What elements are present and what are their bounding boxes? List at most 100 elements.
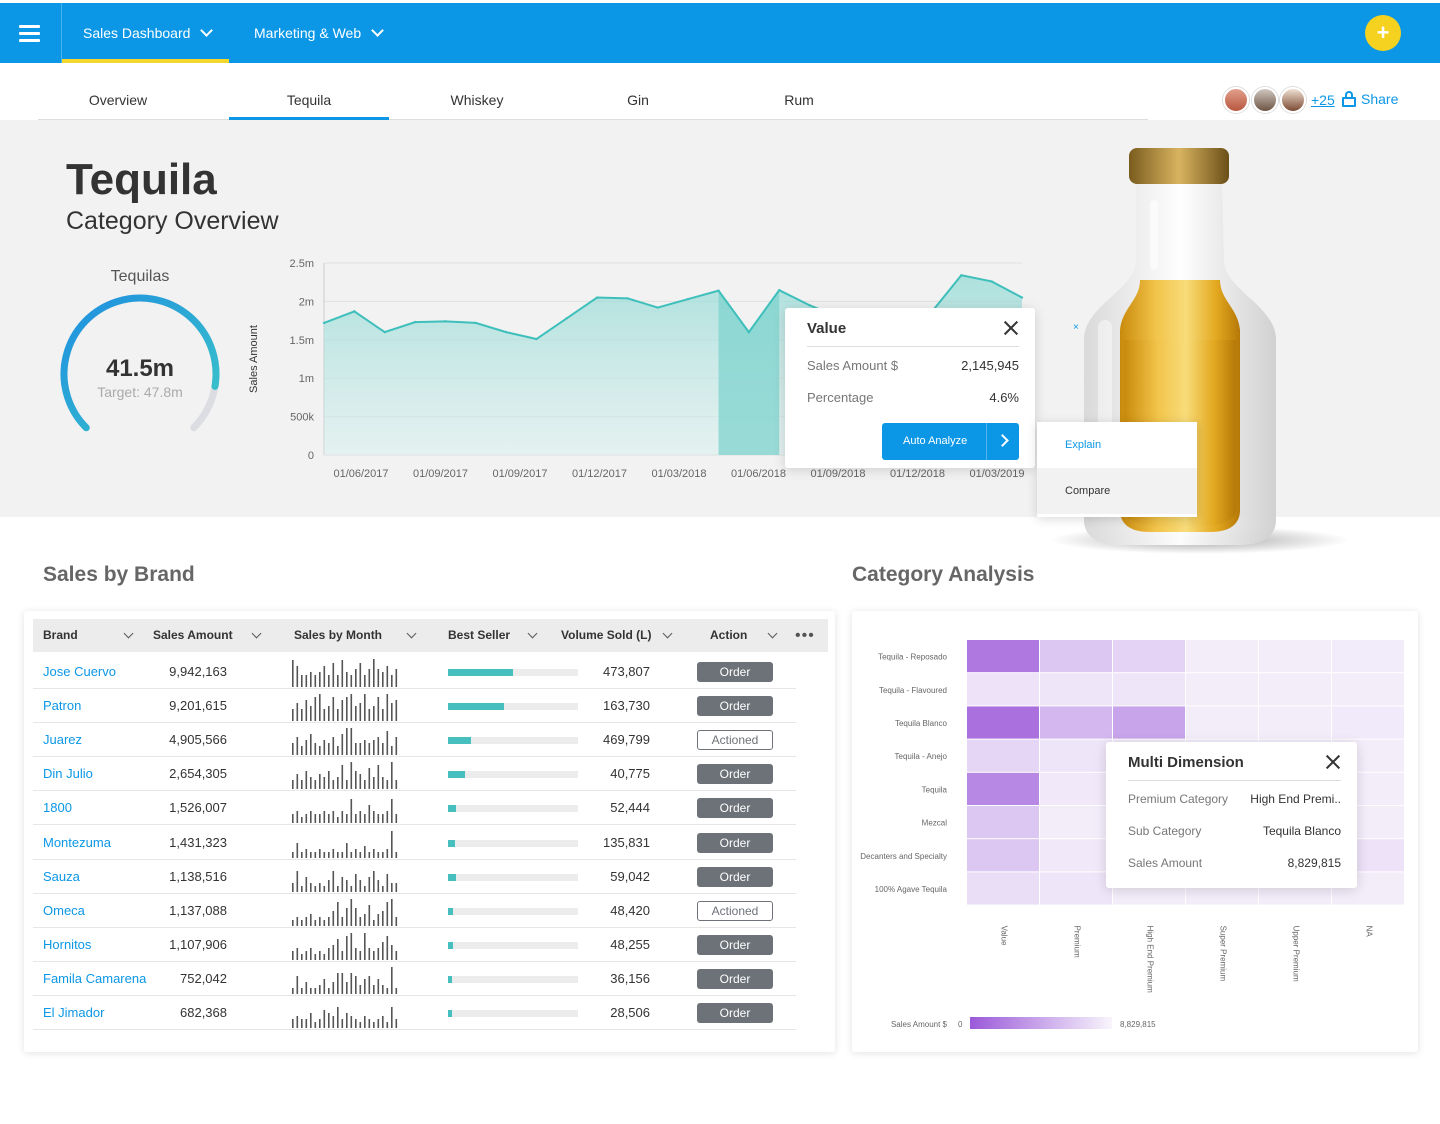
- lock-icon: [1342, 91, 1356, 107]
- sparkline-bar: [292, 851, 294, 858]
- sparkline-bar: [332, 981, 335, 994]
- heatmap-cell: [1186, 673, 1258, 706]
- sparkline-bar: [395, 780, 398, 790]
- tab-whiskey[interactable]: Whiskey: [450, 92, 504, 108]
- divider: [986, 423, 987, 460]
- sparkline-bar: [346, 935, 348, 960]
- heatmap-cell: [1113, 706, 1185, 739]
- order-button[interactable]: Order: [697, 968, 773, 989]
- table-row[interactable]: Famila Camarena 752,042 36,156 Order: [33, 962, 796, 996]
- heatmap-cell: [967, 806, 1039, 839]
- column-header-brand[interactable]: Brand: [43, 619, 143, 652]
- avatar[interactable]: [1280, 87, 1306, 113]
- column-header-action[interactable]: Action: [710, 619, 790, 652]
- actioned-button[interactable]: Actioned: [697, 900, 773, 921]
- column-header-sales-by-month[interactable]: Sales by Month: [294, 619, 424, 652]
- brand-link[interactable]: Sauza: [43, 868, 80, 884]
- avatar[interactable]: [1252, 87, 1278, 113]
- sparkline-bar: [319, 1019, 321, 1028]
- order-button[interactable]: Order: [697, 798, 773, 819]
- sparkline-bar: [346, 780, 348, 790]
- column-header-best-seller[interactable]: Best Seller: [448, 619, 548, 652]
- best-seller-bar: [448, 941, 578, 949]
- best-seller-fill: [448, 873, 456, 881]
- order-button[interactable]: Order: [697, 1003, 773, 1023]
- share-button[interactable]: Share: [1342, 91, 1398, 107]
- table-row[interactable]: Juarez 4,905,566 469,799 Actioned: [33, 723, 796, 758]
- order-button[interactable]: Order: [697, 764, 773, 785]
- sparkline-bar: [346, 981, 348, 994]
- sparkline-bar: [337, 885, 339, 892]
- sparkline-bar: [328, 916, 330, 926]
- heatmap-cell: [1259, 706, 1331, 739]
- sales-amount-cell: 9,201,615: [169, 698, 227, 714]
- table-row[interactable]: Montezuma 1,431,323 135,831 Order: [33, 826, 796, 860]
- tab-tequila[interactable]: Tequila: [229, 80, 389, 120]
- table-row[interactable]: Din Julio 2,654,305 40,775 Order: [33, 757, 796, 792]
- tab-overview[interactable]: Overview: [88, 92, 148, 108]
- sparkline-bar: [341, 876, 344, 892]
- sparkline-bar: [377, 814, 380, 824]
- order-button[interactable]: Order: [697, 696, 773, 717]
- brand-link[interactable]: Montezuma: [43, 834, 111, 850]
- menu-item-explain[interactable]: Explain: [1037, 422, 1197, 468]
- table-row[interactable]: Jose Cuervo 9,942,163 473,807 Order: [33, 655, 796, 689]
- dashboard-tab-sales[interactable]: Sales Dashboard: [62, 3, 229, 63]
- sparkline-bar: [305, 771, 308, 790]
- sparkline-bar: [373, 740, 375, 756]
- table-row[interactable]: 1800 1,526,007 52,444 Order: [33, 791, 796, 826]
- close-icon[interactable]: [1003, 320, 1019, 336]
- column-header-sales-amount[interactable]: Sales Amount: [153, 619, 283, 652]
- tab-gin[interactable]: Gin: [627, 92, 649, 108]
- best-seller-fill: [448, 703, 504, 711]
- order-button[interactable]: Order: [697, 934, 773, 955]
- tooltip-row: Sub Category Tequila Blanco: [1128, 824, 1341, 838]
- brand-link[interactable]: Din Julio: [43, 766, 93, 782]
- brand-link[interactable]: Patron: [43, 698, 82, 714]
- close-icon[interactable]: [1325, 754, 1341, 770]
- sparkline-bar: [319, 672, 321, 687]
- order-button[interactable]: Order: [697, 866, 773, 887]
- brand-link[interactable]: El Jimador: [43, 1005, 105, 1020]
- table-row[interactable]: Patron 9,201,615 163,730 Order: [33, 689, 796, 724]
- order-button[interactable]: Order: [697, 832, 773, 853]
- heatmap-cell: [967, 640, 1039, 673]
- tab-rum[interactable]: Rum: [784, 92, 814, 108]
- brand-link[interactable]: Juarez: [43, 732, 83, 748]
- sparkline-bar: [364, 814, 366, 824]
- heatmap-cell: [1040, 806, 1112, 839]
- heatmap-cell: [1259, 640, 1331, 673]
- dashboard-tab-marketing[interactable]: Marketing & Web: [254, 3, 384, 63]
- heatmap-row-label: Tequila - Reposado: [878, 653, 947, 662]
- table-row[interactable]: Omeca 1,137,088 48,420 Actioned: [33, 894, 796, 928]
- best-seller-bar: [448, 669, 578, 676]
- table-row[interactable]: Hornitos 1,107,906 48,255 Order: [33, 928, 796, 962]
- heatmap-col-label: NA: [1365, 926, 1374, 938]
- auto-analyze-button[interactable]: Auto Analyze: [882, 423, 1019, 460]
- brand-link[interactable]: Hornitos: [43, 936, 92, 952]
- volume-cell: 473,807: [603, 664, 650, 679]
- brand-link[interactable]: Omeca: [43, 902, 85, 918]
- sparkline-bar: [305, 675, 308, 687]
- best-seller-bar: [448, 839, 578, 847]
- table-row[interactable]: Sauza 1,138,516 59,042 Order: [33, 860, 796, 894]
- brand-link[interactable]: Jose Cuervo: [43, 664, 116, 679]
- order-button[interactable]: Order: [697, 662, 773, 682]
- close-icon[interactable]: ×: [1073, 322, 1079, 333]
- more-collaborators-link[interactable]: +25: [1311, 92, 1335, 108]
- sparkline-bar: [314, 675, 317, 687]
- table-row[interactable]: El Jimador 682,368 28,506 Order: [33, 996, 796, 1030]
- sparkline-bar: [355, 873, 357, 892]
- sparkline-bar: [310, 1013, 312, 1028]
- heatmap-col-label: Value: [1000, 926, 1009, 946]
- add-button[interactable]: +: [1365, 15, 1401, 51]
- column-header-volume-sold[interactable]: Volume Sold (L): [561, 619, 681, 652]
- actioned-button[interactable]: Actioned: [697, 730, 773, 751]
- avatar[interactable]: [1223, 87, 1249, 113]
- sparkline-bar: [314, 885, 317, 892]
- more-options-icon[interactable]: •••: [795, 627, 815, 644]
- hamburger-menu-icon[interactable]: [19, 25, 40, 42]
- brand-link[interactable]: Famila Camarena: [43, 970, 147, 986]
- brand-link[interactable]: 1800: [43, 800, 72, 816]
- menu-item-compare[interactable]: Compare: [1037, 468, 1197, 514]
